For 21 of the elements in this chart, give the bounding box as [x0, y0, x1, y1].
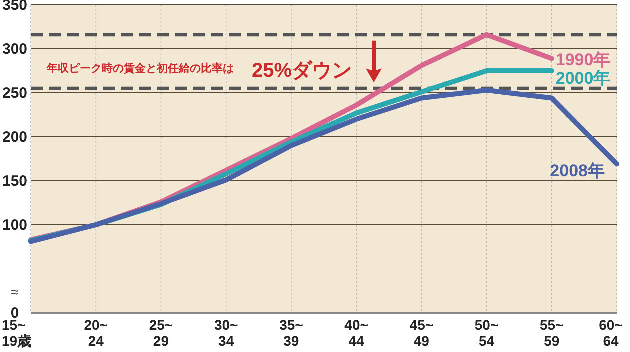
y-tick-label: 300	[2, 41, 28, 58]
series-label: 1990年	[556, 50, 611, 70]
x-tick-label: 25~ 29	[149, 317, 174, 349]
x-tick-label: 20~ 24	[84, 317, 108, 349]
series-label: 2000年	[556, 69, 611, 88]
y-tick-label: 150	[2, 173, 28, 190]
x-tick-label: 30~ 34	[214, 317, 238, 349]
y-tick-label: 100	[2, 217, 28, 234]
x-tick-label: 35~ 39	[280, 317, 304, 349]
x-tick-label: 45~ 49	[410, 317, 434, 349]
series-label: 2008年	[550, 161, 605, 180]
y-tick-label: 250	[2, 85, 28, 102]
x-tick-label: 40~ 44	[344, 317, 368, 349]
text: ≈	[11, 284, 20, 300]
annotation: 年収ピーク時の賃金と初任給の比率は	[46, 62, 234, 75]
x-tick-label: 15~ 19歳	[2, 317, 32, 349]
x-tick-label: 50~ 54	[474, 317, 499, 349]
x-tick-label: 60~ 64	[599, 317, 623, 349]
annotation: 25%ダウン	[252, 60, 352, 82]
y-tick-label: 200	[2, 129, 28, 146]
x-tick-label: 55~ 59	[540, 317, 564, 349]
